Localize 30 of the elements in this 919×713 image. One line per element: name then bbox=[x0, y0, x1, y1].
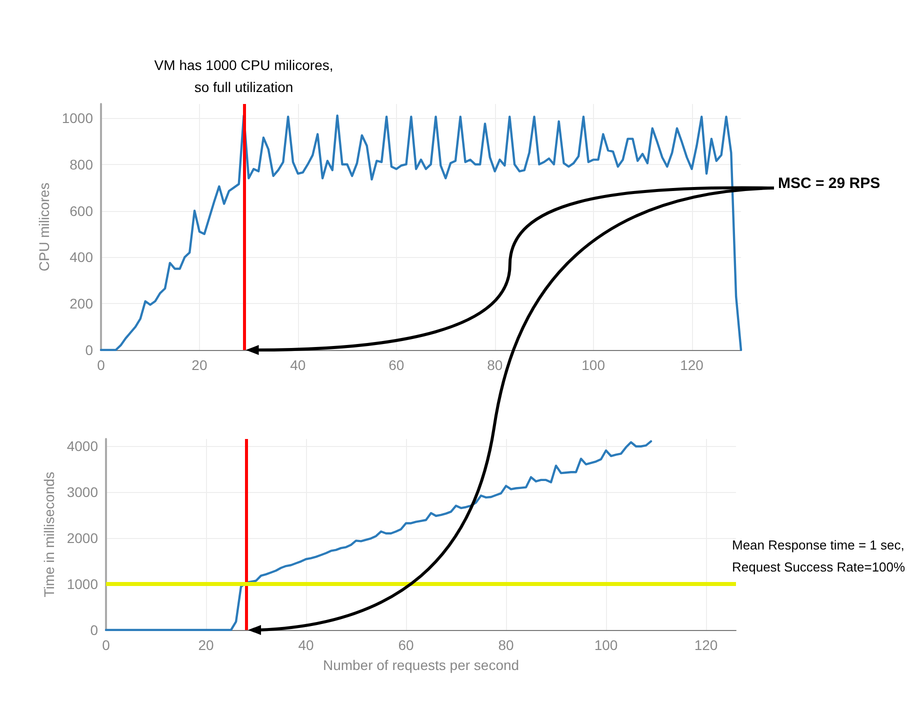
y-tick-label: 800 bbox=[70, 156, 94, 172]
x-tick-label: 40 bbox=[298, 637, 314, 653]
y-axis-title: CPU milicores bbox=[36, 182, 52, 272]
y-tick-label: 0 bbox=[85, 342, 94, 358]
x-tick-label: 40 bbox=[290, 357, 306, 373]
y-tick-label: 3000 bbox=[66, 484, 98, 500]
y-tick-label: 0 bbox=[90, 622, 98, 638]
annotation: Mean Response time = 1 sec, Request Success Rate=100% bbox=[732, 537, 906, 574]
y-tick-label: 1000 bbox=[62, 110, 94, 126]
x-tick-label: 120 bbox=[680, 357, 704, 373]
x-tick-label: 100 bbox=[582, 357, 606, 373]
y-axis-title: Time in milliseconds bbox=[40, 472, 57, 598]
x-tick-label: 100 bbox=[594, 637, 618, 653]
x-tick-label: 0 bbox=[102, 637, 110, 653]
y-tick-label: 2000 bbox=[66, 530, 98, 546]
text: MSC = 29 RPS bbox=[778, 175, 880, 192]
y-tick-label: 400 bbox=[70, 249, 94, 266]
x-axis-title: Number of requests per second bbox=[322, 657, 520, 673]
x-tick-label: 60 bbox=[398, 637, 414, 653]
y-tick-label: 4000 bbox=[66, 438, 98, 454]
x-tick-label: 80 bbox=[487, 357, 503, 373]
y-tick-label: 600 bbox=[70, 202, 94, 219]
x-tick-label: 80 bbox=[498, 637, 514, 653]
y-tick-label: 200 bbox=[70, 296, 94, 312]
x-tick-label: 20 bbox=[198, 637, 214, 653]
y-tick-label: 1000 bbox=[66, 576, 98, 592]
x-tick-label: 60 bbox=[388, 357, 404, 373]
x-tick-label: 20 bbox=[192, 357, 208, 373]
ref-line-label: VM has 1000 CPU milicores, so full utilization bbox=[154, 57, 334, 95]
x-tick-label: 120 bbox=[694, 637, 718, 653]
